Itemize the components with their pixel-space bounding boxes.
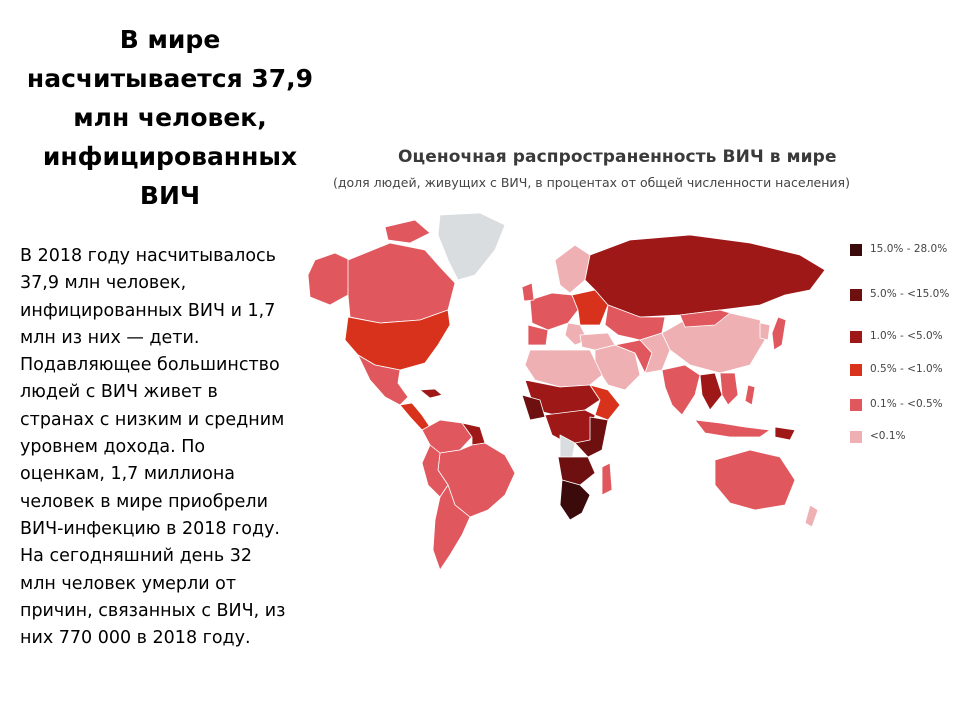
region-greenland [437,212,506,281]
region-vietnam-laos [719,372,739,406]
region-papua [774,426,796,441]
region-north-africa [524,349,603,388]
region-australia [714,449,796,511]
legend-label: 1.0% - <5.0% [870,330,943,342]
region-philippines [744,384,756,406]
body-line: В 2018 году насчитывалось [20,246,276,266]
body-line: них 770 000 в 2018 году. [20,628,251,649]
region-iberia [527,324,549,346]
legend-swatch [850,331,862,343]
world-map [307,212,826,571]
legend-swatch [850,244,862,256]
legend-label: 0.5% - <1.0% [870,363,943,375]
title-line: В мире [119,25,221,54]
region-madagascar [601,462,613,496]
title-line: млн человек, [73,103,267,132]
body-line: ВИЧ-инфекцию в 2018 году. [20,518,280,539]
region-mongolia [679,309,731,328]
title-line: инфицированных [42,142,298,171]
body-line: уровнем дохода. По [20,437,206,458]
legend-swatch [850,431,862,443]
region-scandinavia [554,244,591,294]
region-mexico [357,354,409,406]
region-central-africa [544,409,596,446]
map-subtitle: (доля людей, живущих с ВИЧ, в процентах … [333,175,850,190]
legend-label: <0.1% [870,430,906,442]
region-japan [771,316,787,351]
body-line: причин, связанных с ВИЧ, из [20,600,286,621]
body-line: инфицированных ВИЧ и 1,7 [20,300,276,321]
region-central-america [399,402,431,431]
region-southern-africa-north [557,456,596,486]
region-indonesia [694,419,771,438]
region-russia [584,234,826,318]
region-western-europe [529,292,579,331]
region-uk [521,282,535,302]
region-myanmar-thailand [699,372,723,411]
title-line: ВИЧ [139,181,201,210]
region-canada [347,242,456,324]
body-line: странах с низким и средним [20,409,285,430]
body-line: человек в мире приобрели [20,491,268,512]
legend-label: 5.0% - <15.0% [870,288,950,300]
body-line: людей с ВИЧ живет в [20,382,218,403]
legend-label: 0.1% - <0.5% [870,398,943,410]
body-line: млн человек умерли от [20,573,237,594]
legend-swatch [850,289,862,301]
region-usa [344,309,451,371]
region-india [661,364,701,416]
body-line: На сегодняшний день 32 [20,546,253,567]
body-line: 37,9 млн человек, [20,273,187,294]
region-arctic-islands [384,219,431,244]
body-line: млн из них — дети. [20,327,200,348]
body-line: оценкам, 1,7 миллиона [20,464,236,485]
title-line: насчитывается 37,9 [26,64,314,93]
slide-title: В мире насчитывается 37,9 млн человек, и… [20,20,320,215]
legend-swatch [850,399,862,411]
region-alaska [307,252,351,306]
region-west-africa [521,394,546,421]
region-argentina-chile [432,484,471,571]
region-caribbean [419,388,443,399]
region-korea [759,322,771,341]
region-southern-africa [559,479,591,521]
legend-swatch [850,364,862,376]
region-new-zealand [804,504,819,528]
body-text: В 2018 году насчитывалось 37,9 млн челов… [20,243,320,652]
map-title: Оценочная распространенность ВИЧ в мире [398,147,837,167]
legend-label: 15.0% - 28.0% [870,243,948,255]
body-line: Подавляющее большинство [20,355,280,376]
